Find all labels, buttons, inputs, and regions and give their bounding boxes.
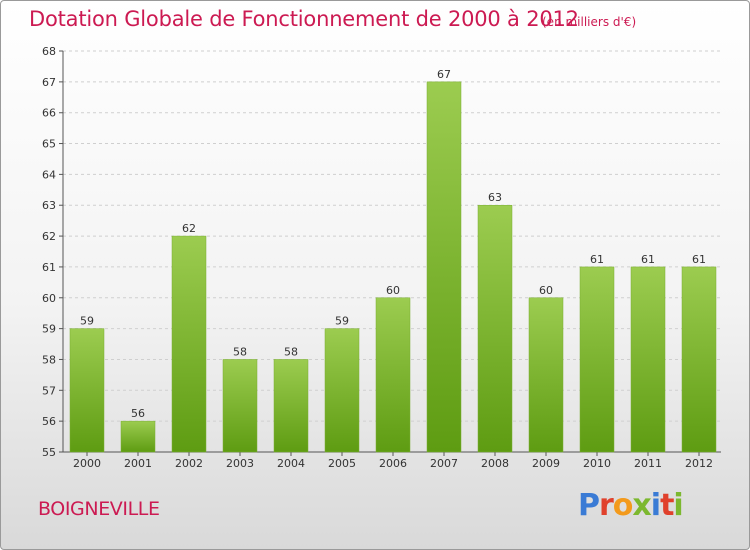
- x-tick-label: 2001: [124, 457, 152, 470]
- x-tick-label: 2011: [634, 457, 662, 470]
- y-tick-label: 68: [42, 45, 56, 58]
- value-label: 58: [233, 345, 247, 358]
- value-label: 60: [386, 284, 400, 297]
- value-label: 61: [692, 253, 706, 266]
- x-tick-label: 2000: [73, 457, 101, 470]
- logo-letter: i: [673, 488, 683, 523]
- y-tick-label: 55: [42, 446, 56, 459]
- x-tick-label: 2012: [685, 457, 713, 470]
- bar: [528, 297, 564, 453]
- y-tick-label: 64: [42, 168, 56, 181]
- value-label: 58: [284, 345, 298, 358]
- x-tick-label: 2004: [277, 457, 305, 470]
- bar: [120, 420, 156, 453]
- x-tick-label: 2009: [532, 457, 560, 470]
- bar: [222, 359, 258, 453]
- x-tick-label: 2010: [583, 457, 611, 470]
- y-tick-label: 62: [42, 230, 56, 243]
- logo-letter: x: [632, 488, 651, 523]
- x-tick-label: 2003: [226, 457, 254, 470]
- bar: [273, 359, 309, 453]
- bar: [477, 204, 513, 453]
- bar: [681, 266, 717, 453]
- bar: [171, 235, 207, 453]
- bar: [579, 266, 615, 453]
- value-label: 61: [641, 253, 655, 266]
- chart-subtitle: (en milliers d'€): [542, 15, 637, 29]
- value-label: 56: [131, 407, 145, 420]
- value-label: 60: [539, 284, 553, 297]
- y-tick-label: 59: [42, 323, 56, 336]
- logo-letter: r: [599, 488, 614, 523]
- y-tick-label: 63: [42, 199, 56, 212]
- x-tick-label: 2002: [175, 457, 203, 470]
- value-label: 67: [437, 68, 451, 81]
- axes: 55 56 57 58 59 60 61 62 63 64 65 66 67 68: [42, 45, 721, 459]
- y-tick-label: 57: [42, 384, 56, 397]
- value-label: 62: [182, 222, 196, 235]
- logo-letter: t: [660, 488, 674, 523]
- bar: [375, 297, 411, 453]
- x-tick-label: 2005: [328, 457, 356, 470]
- value-label: 63: [488, 191, 502, 204]
- y-tick-label: 65: [42, 138, 56, 151]
- logo-letter: i: [650, 488, 661, 523]
- x-tick-label: 2008: [481, 457, 509, 470]
- value-label: 59: [80, 315, 94, 328]
- proxiti-logo[interactable]: Proxiti: [578, 488, 684, 523]
- value-label: 59: [335, 315, 349, 328]
- logo-letter: P: [578, 488, 600, 523]
- bar: [630, 266, 666, 453]
- y-tick-label: 61: [42, 261, 56, 274]
- bar: [324, 328, 360, 453]
- y-tick-label: 60: [42, 292, 56, 305]
- bar: [69, 328, 105, 453]
- bar: [426, 81, 462, 453]
- logo-letter: o: [612, 488, 634, 523]
- bars: [69, 81, 717, 453]
- x-tick-label: 2006: [379, 457, 407, 470]
- y-tick-label: 67: [42, 76, 56, 89]
- y-tick-label: 58: [42, 353, 56, 366]
- chart-title: Dotation Globale de Fonctionnement de 20…: [29, 7, 579, 31]
- value-label: 61: [590, 253, 604, 266]
- labels: 59 2000 56 2001 62 2002 58 2003 58 2004 59 2005 60 20…: [73, 68, 713, 470]
- commune-name: BOIGNEVILLE: [38, 498, 160, 520]
- y-tick-label: 66: [42, 107, 56, 120]
- y-tick-label: 56: [42, 415, 56, 428]
- x-tick-label: 2007: [430, 457, 458, 470]
